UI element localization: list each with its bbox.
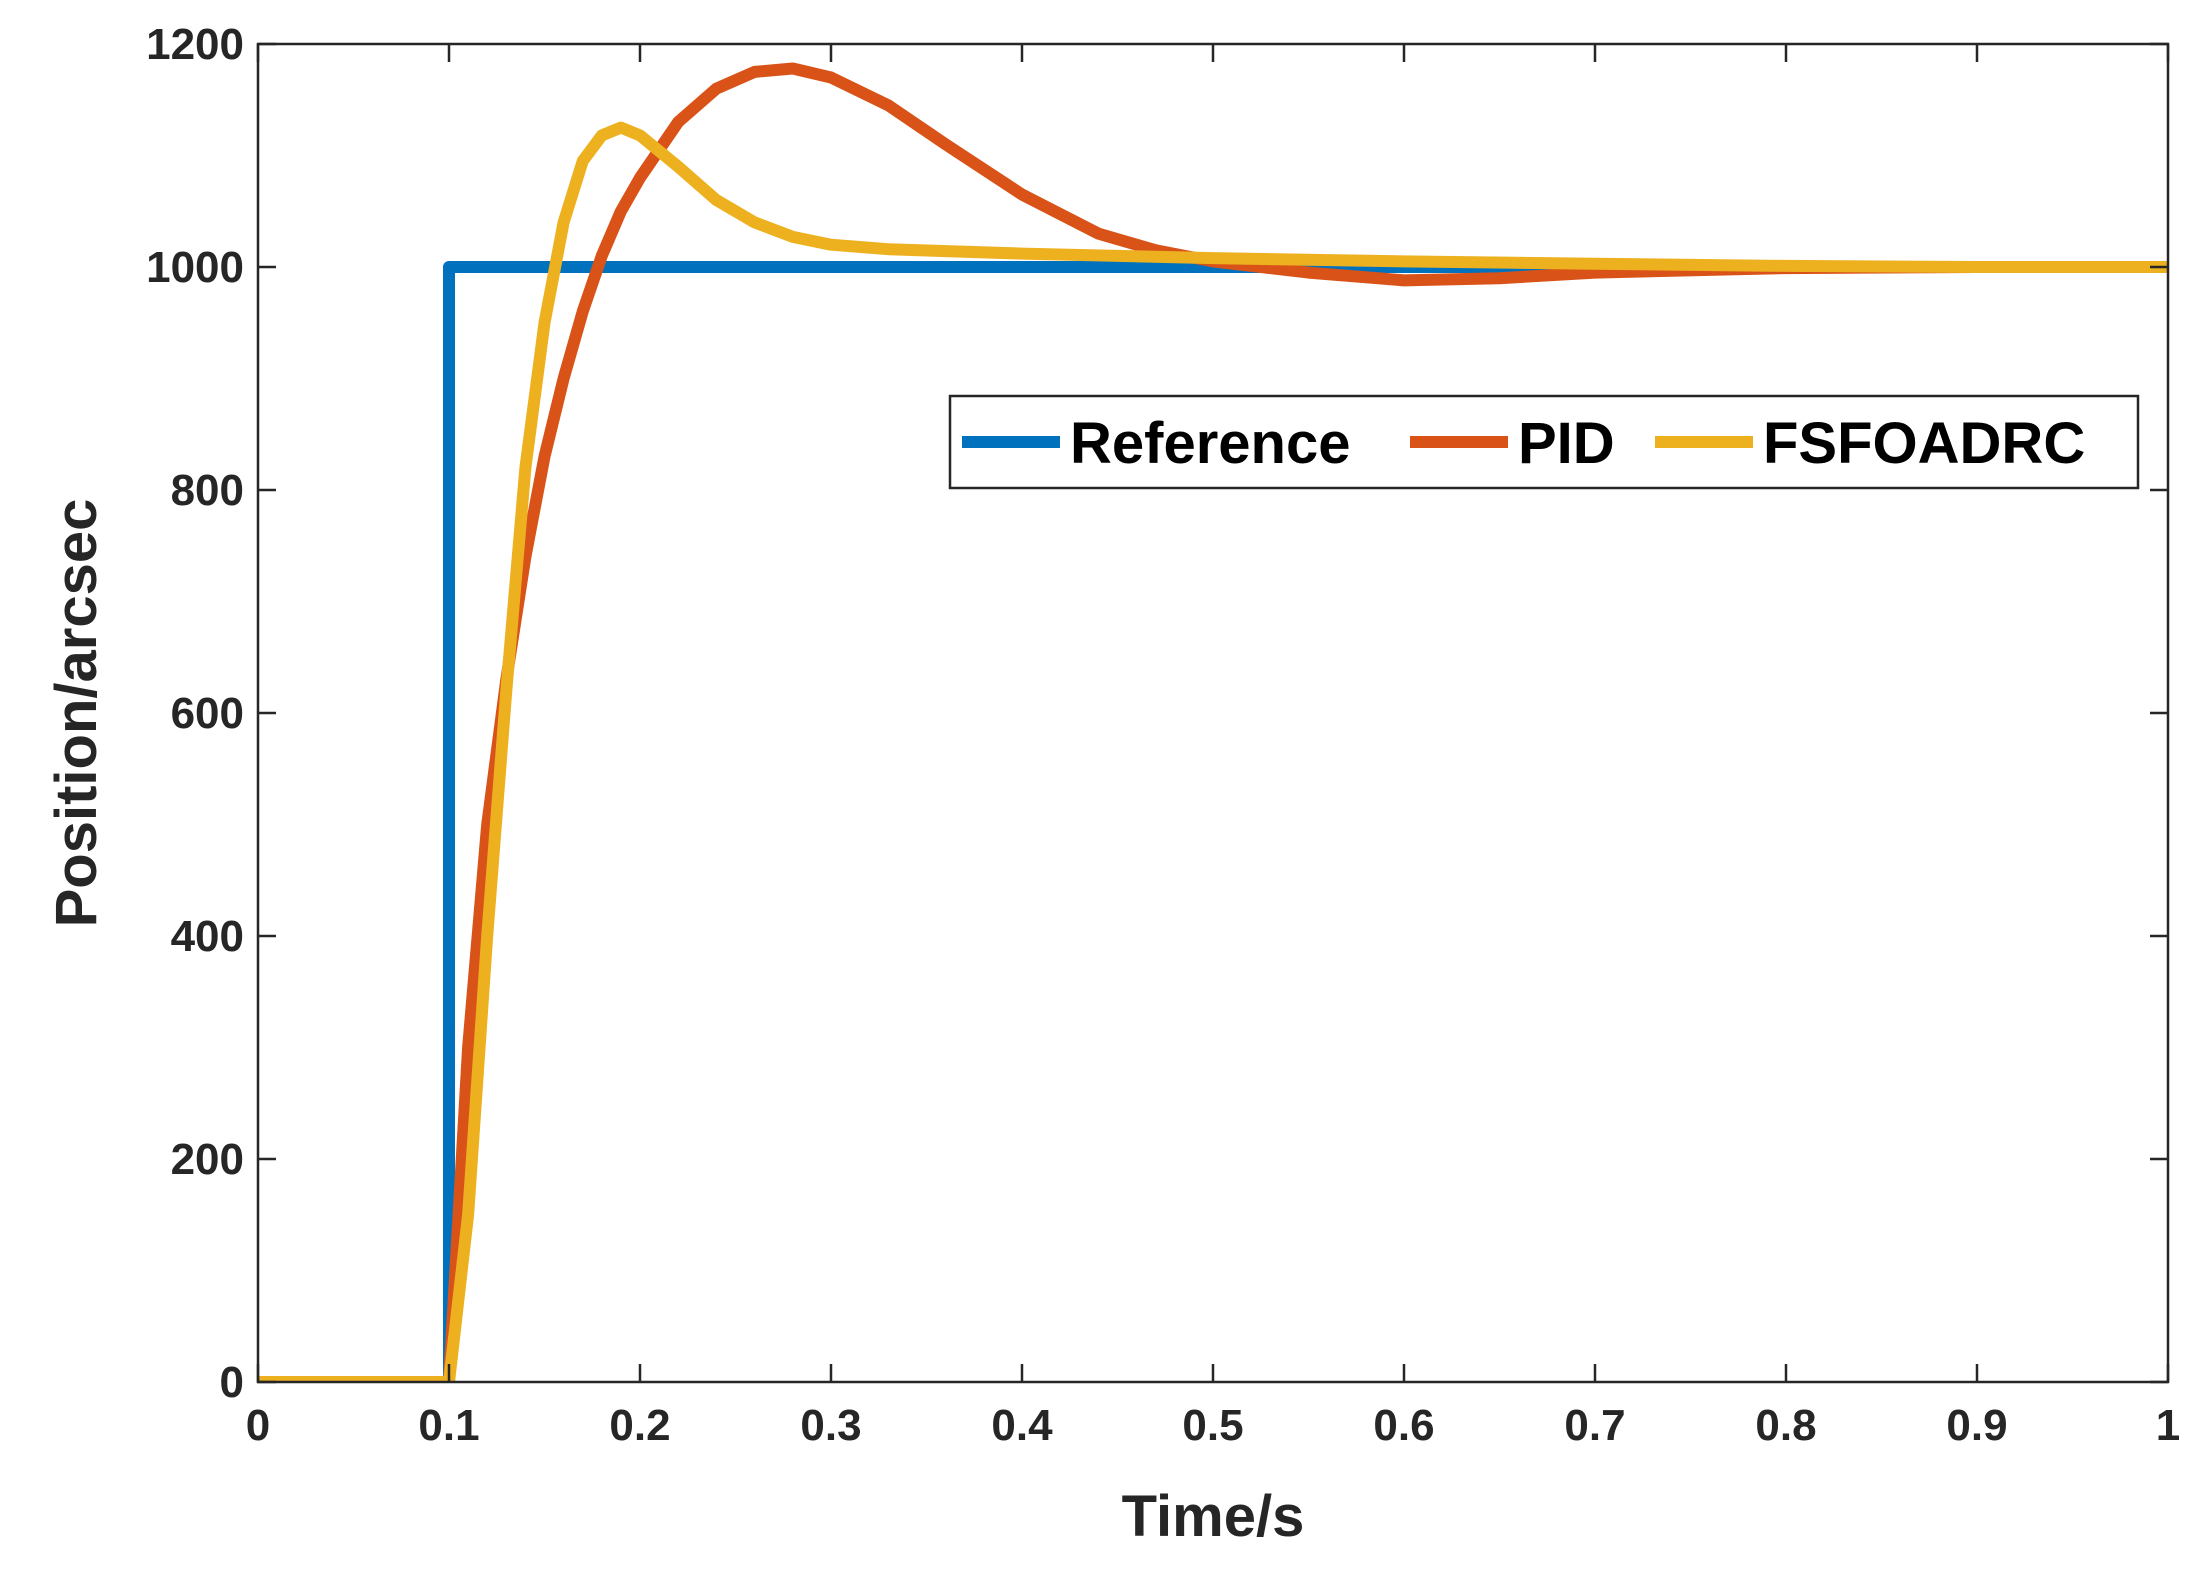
x-tick-label: 1 <box>2156 1401 2180 1450</box>
x-tick-label: 0 <box>246 1401 270 1450</box>
y-tick-label: 0 <box>220 1358 244 1407</box>
y-axis-title: Position/arcsec <box>44 499 109 928</box>
y-tick-label: 800 <box>171 466 244 515</box>
x-tick-label: 0.6 <box>1373 1401 1434 1450</box>
x-tick-label: 0.4 <box>991 1401 1053 1450</box>
x-tick-label: 0.1 <box>418 1401 479 1450</box>
x-tick-label: 0.7 <box>1564 1401 1625 1450</box>
ticks-layer <box>256 42 2170 1384</box>
x-tick-label: 0.3 <box>800 1401 861 1450</box>
legend-label-reference: Reference <box>1070 411 1350 476</box>
tick-labels-layer: 0 0.1 0.2 0.3 0.4 0.5 0.6 0.7 0.8 0.9 1 0 200 400 600 8… <box>146 20 2180 1450</box>
x-tick-label: 0.2 <box>609 1401 670 1450</box>
y-tick-label: 400 <box>171 912 244 961</box>
y-tick-label: 1000 <box>146 243 244 292</box>
y-tick-label: 200 <box>171 1135 244 1184</box>
series-line-fsfoadrc <box>258 121 2168 1382</box>
legend-label-fsfoadrc: FSFOADRC <box>1763 411 2085 476</box>
series-line-pid <box>258 62 2168 1382</box>
legend-label-pid: PID <box>1518 411 1615 476</box>
x-tick-label: 0.8 <box>1755 1401 1816 1450</box>
x-tick-label: 0.9 <box>1946 1401 2007 1450</box>
series-layer <box>258 62 2168 1382</box>
legend-box <box>948 394 2140 490</box>
y-tick-label: 600 <box>171 689 244 738</box>
legend: Reference PID FSFOADRC <box>948 394 2140 490</box>
x-axis-title: Time/s <box>1122 1484 1305 1549</box>
y-tick-label: 1200 <box>146 20 244 69</box>
x-tick-label: 0.5 <box>1182 1401 1243 1450</box>
